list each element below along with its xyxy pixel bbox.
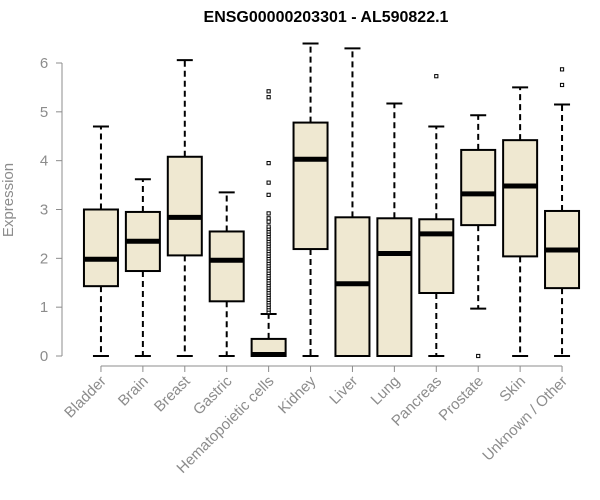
box-skin [502,86,539,357]
box-kidney [292,42,329,357]
y-tick-label: 4 [40,153,48,170]
outlier-point [266,211,271,216]
box-gastric [208,191,245,357]
box-bladder [82,125,119,357]
outlier-point [559,67,565,72]
iqr-box [502,139,539,258]
box-lung [376,102,413,357]
iqr-box [334,216,371,357]
y-axis-label: Expression [0,163,17,237]
box-pancreas [418,74,455,357]
x-tick-label: Bladder [61,373,110,422]
box-prostate [460,114,497,359]
outlier-point [559,82,565,88]
x-tick-label: Brain [115,373,152,410]
outlier-point [434,74,439,79]
y-tick-label: 6 [40,55,48,72]
iqr-box [208,230,245,303]
y-axis: 0 1 2 3 4 5 6 [40,55,63,365]
x-tick-label: Liver [326,373,361,408]
outlier-point [266,216,271,221]
iqr-box [82,208,119,288]
box-hematopoietic-cells [250,89,287,358]
outlier-point [266,224,271,229]
x-tick-label: Prostate [436,373,488,425]
y-tick-label: 3 [40,202,48,219]
iqr-box [166,155,203,257]
iqr-box [460,148,497,227]
outlier-point [476,353,481,359]
box-breast [166,59,203,357]
outlier-point [266,219,271,224]
x-tick-label: Kidney [275,372,320,417]
iqr-box [292,121,329,251]
y-tick-label: 1 [40,299,48,316]
outlier-point [266,95,271,100]
y-tick-label: 5 [40,104,48,121]
boxes-group [82,42,581,359]
outlier-point [266,161,271,166]
outlier-point [266,89,271,94]
x-tick-label: Skin [496,373,529,406]
x-tick-label: Lung [368,373,404,409]
box-liver [334,47,371,357]
iqr-box [376,217,413,357]
chart-title: ENSG00000203301 - AL590822.1 [204,9,449,26]
outlier-point [266,192,271,197]
iqr-box [418,218,455,295]
box-unknown-other [544,67,581,357]
y-tick-label: 2 [40,250,48,267]
box-brain [124,178,161,357]
outlier-point [266,180,271,185]
y-tick-label: 0 [40,348,48,365]
x-tick-label: Breast [151,372,194,415]
